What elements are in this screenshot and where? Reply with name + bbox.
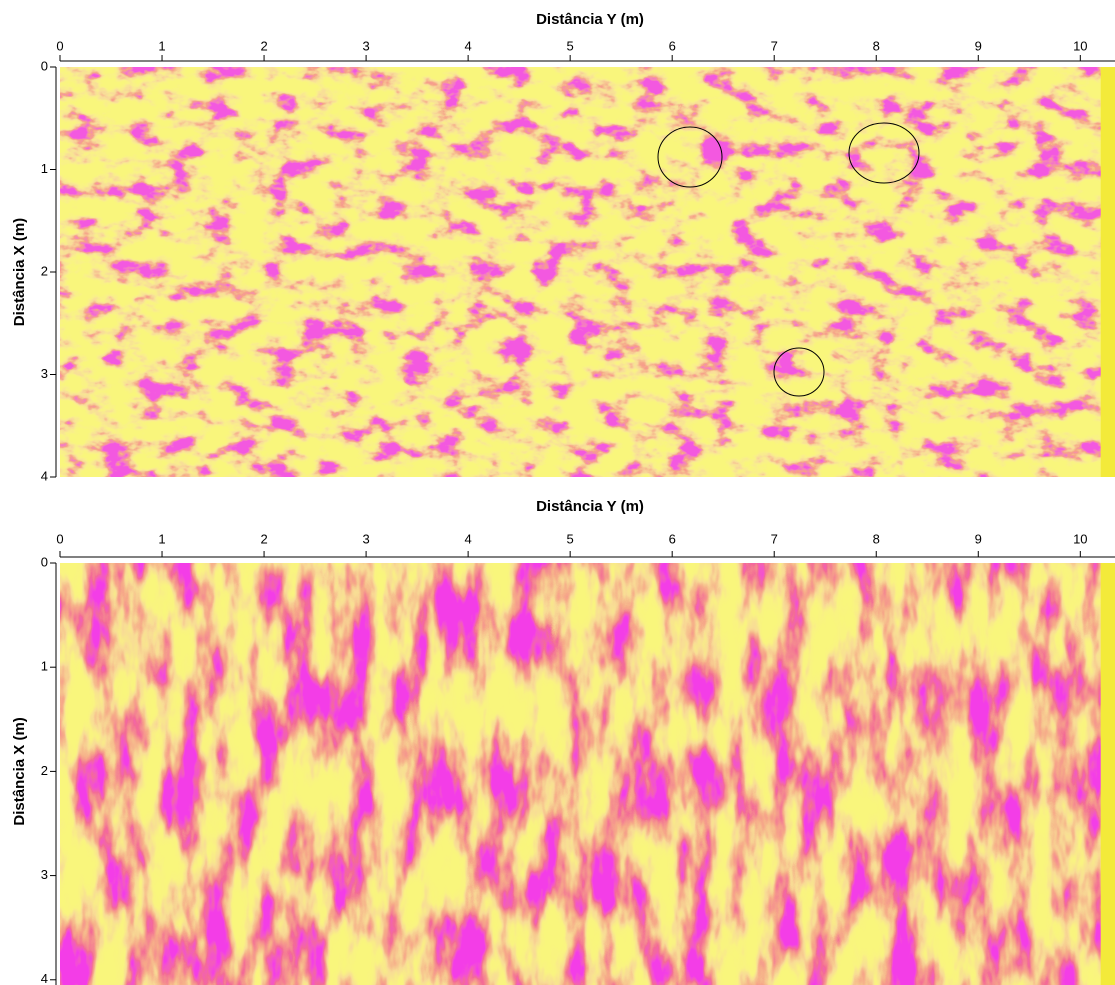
- x-tick-label: 9: [975, 38, 982, 53]
- x-tick-label: 9: [975, 531, 982, 546]
- x-tick-label: 7: [771, 531, 778, 546]
- y-tick-label: 2: [41, 763, 48, 778]
- x-axis-title: Distância Y (m): [536, 498, 644, 515]
- panels: Distância Y (m) Distância X (m) 0 1 2 3 4 5 6 7 8 9…: [11, 11, 1115, 985]
- y-tick-label: 3: [41, 867, 48, 882]
- heatmap-edge: [1100, 563, 1115, 985]
- heatmap-panel: Distância Y (m) Distância X (m) 0 1 2 3 4 5 6 7 8 9…: [11, 11, 1115, 483]
- x-tick-label: 2: [260, 531, 267, 546]
- heatmap-edge: [1100, 67, 1115, 477]
- x-tick-label: 0: [56, 38, 63, 53]
- x-tick-label: 6: [669, 38, 676, 53]
- heatmap-panel: Distância Y (m) Distância X (m) 0 1 2 3 4 5 6 7 8 9…: [11, 498, 1115, 985]
- x-tick-label: 6: [669, 531, 676, 546]
- x-tick-label: 8: [873, 38, 880, 53]
- x-tick-label: 3: [362, 38, 369, 53]
- y-tick-label: 4: [41, 971, 48, 985]
- y-tick-label: 2: [41, 263, 48, 278]
- x-tick-label: 3: [362, 531, 369, 546]
- y-axis-title: Distância X (m): [11, 717, 28, 825]
- y-tick-label: 1: [41, 161, 48, 176]
- annotation-circle: [773, 347, 825, 397]
- x-tick-label: 1: [158, 531, 165, 546]
- y-tick-label: 4: [41, 468, 48, 483]
- x-tick-label: 1: [158, 38, 165, 53]
- x-tick-label: 2: [260, 38, 267, 53]
- x-tick-label: 4: [465, 531, 472, 546]
- y-tick-label: 3: [41, 366, 48, 381]
- x-tick-label: 4: [465, 38, 472, 53]
- x-axis-title: Distância Y (m): [536, 11, 644, 28]
- x-tick-label: 5: [567, 531, 574, 546]
- y-tick-label: 0: [41, 554, 48, 569]
- heatmap-image: [60, 67, 1101, 477]
- x-tick-label: 10: [1073, 38, 1087, 53]
- x-tick-label: 10: [1073, 531, 1087, 546]
- x-tick-label: 8: [873, 531, 880, 546]
- annotation-circle: [657, 126, 723, 188]
- y-tick-label: 0: [41, 58, 48, 73]
- y-tick-label: 1: [41, 659, 48, 674]
- heatmap-image: [60, 563, 1101, 985]
- x-tick-label: 5: [567, 38, 574, 53]
- y-axis-title: Distância X (m): [11, 218, 28, 326]
- x-tick-label: 0: [56, 531, 63, 546]
- x-tick-label: 7: [771, 38, 778, 53]
- annotation-circle: [848, 122, 920, 184]
